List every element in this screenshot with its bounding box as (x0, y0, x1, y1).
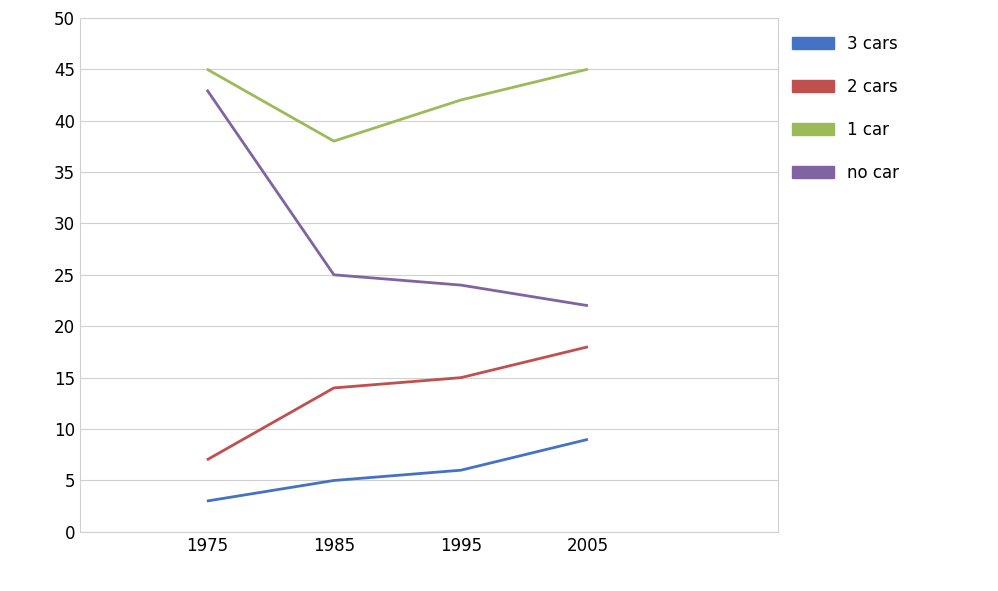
Line: 2 cars: 2 cars (207, 347, 588, 460)
no car (201, 86, 213, 93)
2 cars (455, 374, 467, 381)
Legend: 3 cars, 2 cars, 1 car, no car: 3 cars, 2 cars, 1 car, no car (785, 28, 906, 189)
1 car (455, 96, 467, 103)
no car (582, 302, 594, 309)
3 cars (201, 498, 213, 505)
Line: 1 car: 1 car (207, 69, 588, 141)
2 cars (201, 456, 213, 463)
1 car (201, 66, 213, 73)
3 cars (328, 477, 340, 484)
2 cars (582, 343, 594, 350)
1 car (582, 66, 594, 73)
1 car (328, 138, 340, 145)
Line: no car: no car (207, 90, 588, 306)
Line: 3 cars: 3 cars (207, 439, 588, 501)
no car (455, 281, 467, 288)
2 cars (328, 384, 340, 391)
no car (328, 271, 340, 278)
3 cars (455, 467, 467, 474)
3 cars (582, 436, 594, 443)
